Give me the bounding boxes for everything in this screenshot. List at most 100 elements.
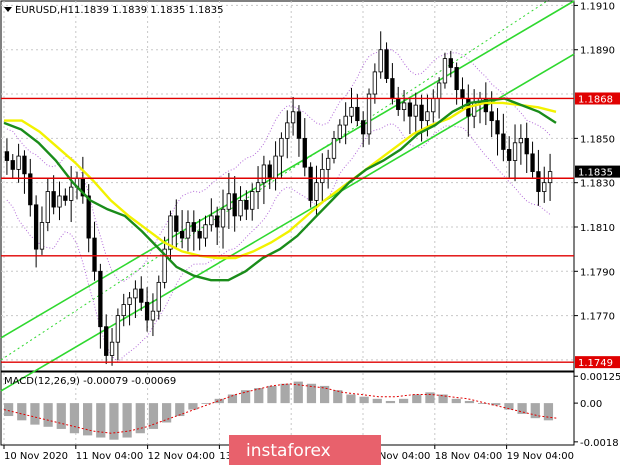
candle-body: [489, 111, 494, 122]
candle-body: [109, 341, 115, 356]
candle-body: [518, 137, 524, 144]
candle-body: [507, 149, 512, 161]
macd-bar: [83, 403, 93, 436]
level-tag: [575, 356, 620, 369]
candle-body: [133, 288, 138, 299]
candle-body: [536, 171, 541, 192]
level-tag-label: 1.1749: [578, 358, 613, 369]
candle-body: [325, 157, 331, 170]
price-tick-label: 1.1770: [580, 312, 615, 323]
macd-bar: [425, 392, 435, 404]
macd-tick-label: -0.0018: [580, 438, 619, 449]
candle-body: [51, 191, 56, 208]
candle-body: [215, 215, 220, 228]
macd-bar: [122, 403, 132, 438]
candle-body: [413, 104, 418, 117]
macd-bar: [293, 381, 303, 404]
macd-bar: [214, 398, 224, 404]
price-tick-label: 1.1850: [580, 134, 615, 145]
channel-line: [0, 53, 575, 392]
symbol-label: EURUSD,H1: [15, 5, 74, 16]
macd-bar: [412, 394, 422, 404]
macd-bar: [56, 403, 66, 429]
macd-bar: [69, 403, 80, 434]
trend-channel: [0, 0, 575, 392]
fast-ma-line: [4, 101, 557, 260]
candle-body: [150, 310, 156, 321]
macd-bar: [280, 383, 290, 404]
candle-body: [273, 155, 278, 179]
macd-bar: [320, 385, 330, 404]
candle-body: [384, 49, 389, 79]
watermark-text: instaforex: [246, 441, 331, 461]
macd-bar: [399, 398, 409, 404]
macd-bar: [162, 403, 172, 423]
candle-body: [144, 301, 150, 321]
collapse-triangle-icon[interactable]: [4, 7, 12, 12]
candle-body: [139, 288, 144, 303]
macd-bar: [201, 403, 211, 404]
time-tick-label: 17 Nov 04:00: [363, 451, 430, 462]
price-tick-label: 1.1810: [580, 223, 615, 234]
macd-bar: [4, 403, 14, 417]
candle-body: [296, 111, 302, 139]
channel-line: [0, 0, 575, 339]
macd-bar: [109, 403, 119, 440]
candle-body: [431, 98, 436, 113]
candle-body: [285, 122, 290, 139]
candle-body: [378, 49, 383, 73]
macd-bar: [188, 403, 198, 410]
candle-body: [179, 231, 185, 239]
macd-bar: [359, 396, 369, 404]
candle-body: [349, 106, 354, 117]
macd-bar: [372, 398, 382, 404]
candle-body: [314, 182, 319, 201]
macd-label: MACD(12,26,9) -0.00079 -0.00069: [4, 376, 176, 387]
candle-body: [57, 195, 62, 208]
candle-body: [10, 160, 15, 170]
candle-body: [33, 204, 39, 250]
price-tick-label: 1.1910: [580, 1, 615, 12]
envelope-lines: [6, 48, 551, 363]
candle-body: [115, 315, 121, 343]
macd-bar: [530, 403, 540, 419]
time-tick-label: 18 Nov 04:00: [435, 451, 502, 462]
candle-body: [156, 281, 161, 312]
candle-body: [290, 111, 296, 124]
candle-body: [16, 155, 21, 170]
price-tick-label: 1.1790: [580, 267, 615, 278]
candle-body: [232, 193, 237, 217]
macd-bar: [267, 385, 277, 404]
candle-body: [22, 155, 27, 175]
candle-body: [127, 297, 132, 305]
candle-body: [425, 111, 430, 122]
candle-body: [185, 222, 191, 239]
candle-body: [267, 164, 272, 179]
level-tag: [575, 92, 620, 105]
macd-bar: [385, 400, 396, 404]
macd-bar: [451, 398, 461, 404]
price-tick-label: 1.1830: [580, 179, 615, 190]
candle-body: [366, 93, 372, 135]
candle-body: [460, 89, 465, 99]
level-tag-label: 1.1868: [578, 94, 613, 105]
macd-bar: [346, 394, 356, 404]
candle-body: [63, 195, 68, 201]
macd-tick-label: 0.00125: [580, 372, 620, 383]
time-tick-label: 10 Nov 2020: [4, 451, 68, 462]
candle-body: [501, 133, 506, 150]
candle-body: [220, 208, 226, 228]
candle-body: [436, 82, 442, 99]
candle-body: [244, 200, 249, 210]
time-tick-label: 12 Nov 04:00: [148, 451, 215, 462]
macd-bar: [227, 394, 238, 404]
current-price-tag: [575, 165, 620, 178]
candle-body: [419, 104, 424, 122]
macd-bar: [17, 403, 27, 421]
macd-bar: [504, 403, 514, 410]
macd-bar: [148, 403, 159, 429]
current-price-label: 1.1835: [578, 168, 613, 179]
candle-body: [524, 137, 529, 155]
channel-midline: [0, 0, 550, 361]
candle-body: [530, 153, 535, 172]
